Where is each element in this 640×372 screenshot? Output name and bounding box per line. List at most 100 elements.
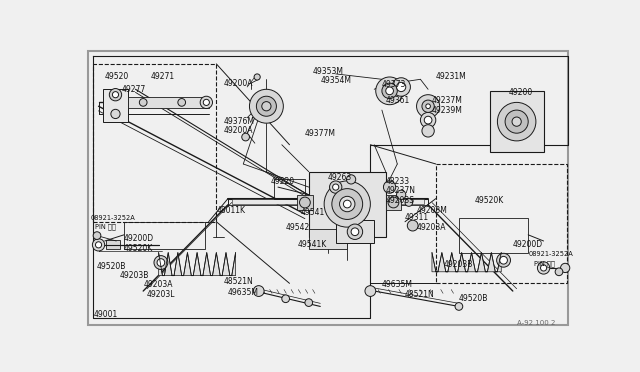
Circle shape — [140, 99, 147, 106]
Circle shape — [305, 299, 312, 307]
Circle shape — [250, 89, 284, 123]
Text: A-92 100 2: A-92 100 2 — [516, 320, 555, 326]
Text: 49263: 49263 — [328, 173, 352, 182]
Circle shape — [365, 286, 376, 296]
Bar — [93, 64, 216, 222]
Circle shape — [426, 104, 431, 109]
Text: 49635M: 49635M — [382, 280, 413, 289]
Circle shape — [300, 197, 310, 208]
Text: 49373: 49373 — [382, 80, 406, 89]
Circle shape — [497, 253, 511, 267]
Circle shape — [541, 265, 547, 271]
Circle shape — [346, 175, 356, 184]
Circle shape — [422, 125, 435, 137]
Text: 49200D: 49200D — [124, 234, 154, 243]
Circle shape — [351, 228, 359, 235]
Text: 49520B: 49520B — [459, 294, 488, 303]
Text: PIN ピン: PIN ピン — [95, 224, 116, 230]
Circle shape — [93, 232, 101, 240]
Circle shape — [383, 181, 396, 193]
Bar — [124, 222, 205, 249]
Circle shape — [109, 89, 122, 101]
Text: 49203S: 49203S — [386, 196, 415, 205]
Circle shape — [330, 181, 342, 193]
Text: 49542: 49542 — [285, 224, 310, 232]
Circle shape — [348, 224, 363, 240]
Text: 49277: 49277 — [122, 85, 146, 94]
Circle shape — [397, 190, 406, 199]
Circle shape — [417, 95, 440, 118]
Text: 49203L: 49203L — [147, 291, 175, 299]
Polygon shape — [432, 253, 501, 272]
Text: 49203A: 49203A — [417, 224, 446, 232]
Circle shape — [257, 96, 276, 116]
Circle shape — [340, 196, 355, 212]
Text: 49203B: 49203B — [444, 260, 473, 269]
Circle shape — [332, 189, 363, 219]
Text: 49237N: 49237N — [386, 186, 416, 195]
Text: 49541K: 49541K — [297, 240, 326, 249]
Bar — [106, 240, 120, 250]
Bar — [336, 220, 374, 243]
Circle shape — [200, 96, 212, 109]
Circle shape — [154, 256, 168, 269]
Text: 49239M: 49239M — [432, 106, 463, 115]
Text: 49353M: 49353M — [312, 67, 344, 76]
Bar — [297, 195, 312, 210]
Text: 49200A: 49200A — [224, 126, 253, 135]
Circle shape — [344, 200, 351, 208]
Circle shape — [242, 133, 250, 141]
Bar — [232, 199, 424, 204]
Circle shape — [500, 256, 508, 264]
Text: 49520B: 49520B — [97, 262, 126, 271]
Text: 08921-3252A: 08921-3252A — [91, 215, 136, 221]
Circle shape — [386, 87, 394, 95]
Bar — [128, 97, 209, 108]
Circle shape — [324, 181, 371, 227]
Bar — [308, 172, 386, 237]
Circle shape — [497, 102, 536, 141]
Text: 49311: 49311 — [405, 214, 429, 222]
Text: 49520: 49520 — [105, 73, 129, 81]
Circle shape — [561, 263, 570, 273]
Circle shape — [505, 110, 528, 133]
Text: 49220: 49220 — [270, 177, 294, 186]
Bar — [436, 164, 566, 283]
Text: 48521N: 48521N — [405, 291, 435, 299]
Circle shape — [95, 242, 102, 248]
Circle shape — [178, 99, 186, 106]
Text: 49520K: 49520K — [474, 196, 504, 205]
Bar — [490, 91, 543, 153]
Text: 49354M: 49354M — [320, 76, 351, 85]
Circle shape — [538, 262, 550, 274]
Circle shape — [392, 78, 410, 96]
Bar — [274, 179, 305, 199]
Circle shape — [333, 184, 339, 190]
Circle shape — [397, 82, 406, 92]
Polygon shape — [159, 253, 236, 276]
Text: 49200: 49200 — [509, 88, 533, 97]
Bar — [308, 230, 348, 249]
Text: 49376M: 49376M — [224, 117, 255, 126]
Circle shape — [407, 220, 418, 231]
Circle shape — [204, 99, 209, 106]
Text: 49520K: 49520K — [124, 244, 153, 253]
Text: 08921-3252A: 08921-3252A — [528, 251, 573, 257]
Text: 49231M: 49231M — [436, 73, 467, 81]
Circle shape — [422, 100, 435, 112]
Text: 49377M: 49377M — [305, 129, 336, 138]
Text: 49200D: 49200D — [513, 240, 543, 249]
Circle shape — [262, 102, 271, 111]
Circle shape — [113, 92, 118, 98]
Text: 48233: 48233 — [386, 177, 410, 186]
Text: 48011K: 48011K — [216, 206, 245, 215]
Text: 49635M: 49635M — [228, 288, 259, 297]
Text: 49541: 49541 — [301, 208, 325, 217]
Circle shape — [282, 295, 289, 302]
Circle shape — [388, 197, 399, 208]
Circle shape — [405, 199, 413, 206]
Circle shape — [111, 109, 120, 119]
Text: 49271: 49271 — [151, 73, 175, 81]
Circle shape — [555, 268, 563, 276]
Text: 49203A: 49203A — [143, 280, 173, 289]
